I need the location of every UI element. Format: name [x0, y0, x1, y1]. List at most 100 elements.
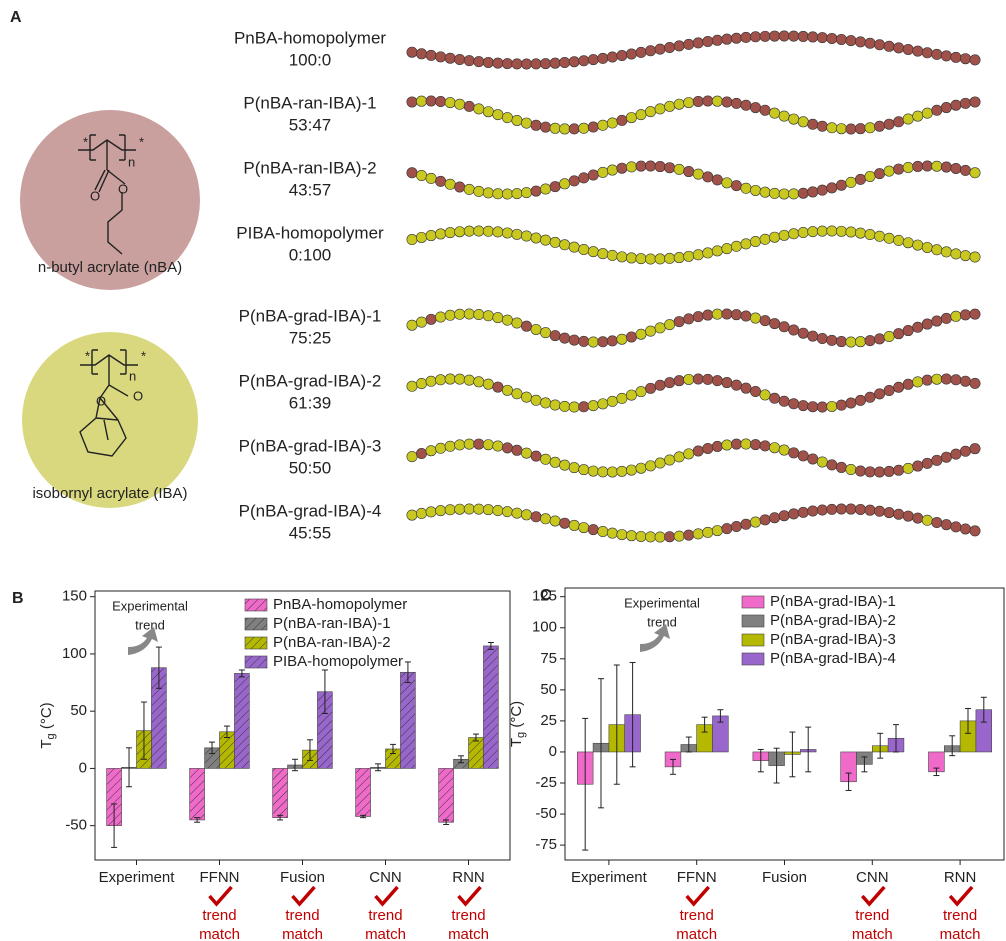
bead [836, 34, 846, 44]
bead [712, 441, 722, 451]
bead [626, 49, 636, 59]
bead [636, 531, 646, 541]
y-tick-label: -50 [65, 817, 87, 834]
y-tick-label: 25 [540, 712, 557, 729]
bead [483, 504, 493, 514]
chain [407, 374, 980, 412]
trend-label: trend [285, 907, 319, 924]
bead [493, 505, 503, 515]
bead [474, 226, 484, 236]
trend-label: match [282, 926, 323, 941]
legend-label: P(nBA-grad-IBA)-2 [770, 612, 896, 629]
bead [455, 227, 465, 237]
bead [846, 504, 856, 514]
bead [808, 226, 818, 236]
bead [827, 183, 837, 193]
bead [493, 109, 503, 119]
bead [827, 460, 837, 470]
bead [750, 439, 760, 449]
bead [674, 452, 684, 462]
bead [502, 385, 512, 395]
bead [874, 40, 884, 50]
bead [655, 380, 665, 390]
bead [636, 161, 646, 171]
bead [531, 120, 541, 130]
bead [598, 167, 608, 177]
y-tick-label: 75 [540, 650, 557, 667]
bead [445, 227, 455, 237]
bead [483, 379, 493, 389]
bead [788, 189, 798, 199]
bead [502, 58, 512, 68]
bead [884, 233, 894, 243]
check-mark [293, 887, 315, 904]
bead [932, 161, 942, 171]
bead [922, 108, 932, 118]
bead [607, 396, 617, 406]
y-label-main: T [38, 739, 55, 748]
bead [559, 240, 569, 250]
bead [731, 380, 741, 390]
check-mark [459, 887, 481, 904]
bead [645, 532, 655, 542]
bead [903, 162, 913, 172]
monomer-name: n-butyl acrylate (nBA) [38, 259, 182, 276]
bead [655, 161, 665, 171]
bead [951, 375, 961, 385]
legend-swatch [742, 634, 764, 646]
y-axis-label: Tg (°C) [38, 702, 57, 748]
bead [636, 386, 646, 396]
bead [913, 377, 923, 387]
bead [521, 187, 531, 197]
bead [550, 181, 560, 191]
bead [664, 42, 674, 52]
bead [865, 335, 875, 345]
trend-label: trend [855, 907, 889, 924]
x-tick-label: Experiment [571, 869, 648, 886]
bead [664, 162, 674, 172]
bead [884, 41, 894, 51]
legend-swatch [742, 653, 764, 665]
legend-label: P(nBA-grad-IBA)-1 [770, 593, 896, 610]
bead [855, 174, 865, 184]
bead [769, 318, 779, 328]
bead [617, 334, 627, 344]
bead [960, 98, 970, 108]
bead [779, 322, 789, 332]
bead [588, 246, 598, 256]
bead [426, 376, 436, 386]
bead [808, 506, 818, 516]
bead [817, 121, 827, 131]
bead [951, 522, 961, 532]
bead [416, 317, 426, 327]
bead [960, 524, 970, 534]
bead [798, 507, 808, 517]
bead [922, 375, 932, 385]
bead [607, 52, 617, 62]
bead [407, 234, 417, 244]
chain [407, 309, 980, 347]
bead [598, 248, 608, 258]
bead [540, 514, 550, 524]
bead [493, 58, 503, 68]
bead [512, 389, 522, 399]
bead [684, 97, 694, 107]
bead [817, 457, 827, 467]
bead [521, 118, 531, 128]
bead [884, 166, 894, 176]
bead [559, 518, 569, 528]
bead [741, 311, 751, 321]
chain-ratio: 75:25 [289, 328, 332, 347]
bead [569, 462, 579, 472]
bead [407, 451, 417, 461]
bead [865, 229, 875, 239]
bead [416, 508, 426, 518]
bead [579, 402, 589, 412]
panel-label: B [12, 590, 24, 607]
bead [426, 446, 436, 456]
bead [483, 311, 493, 321]
check-mark [687, 887, 709, 904]
bead [731, 180, 741, 190]
bead [703, 527, 713, 537]
bead [617, 466, 627, 476]
